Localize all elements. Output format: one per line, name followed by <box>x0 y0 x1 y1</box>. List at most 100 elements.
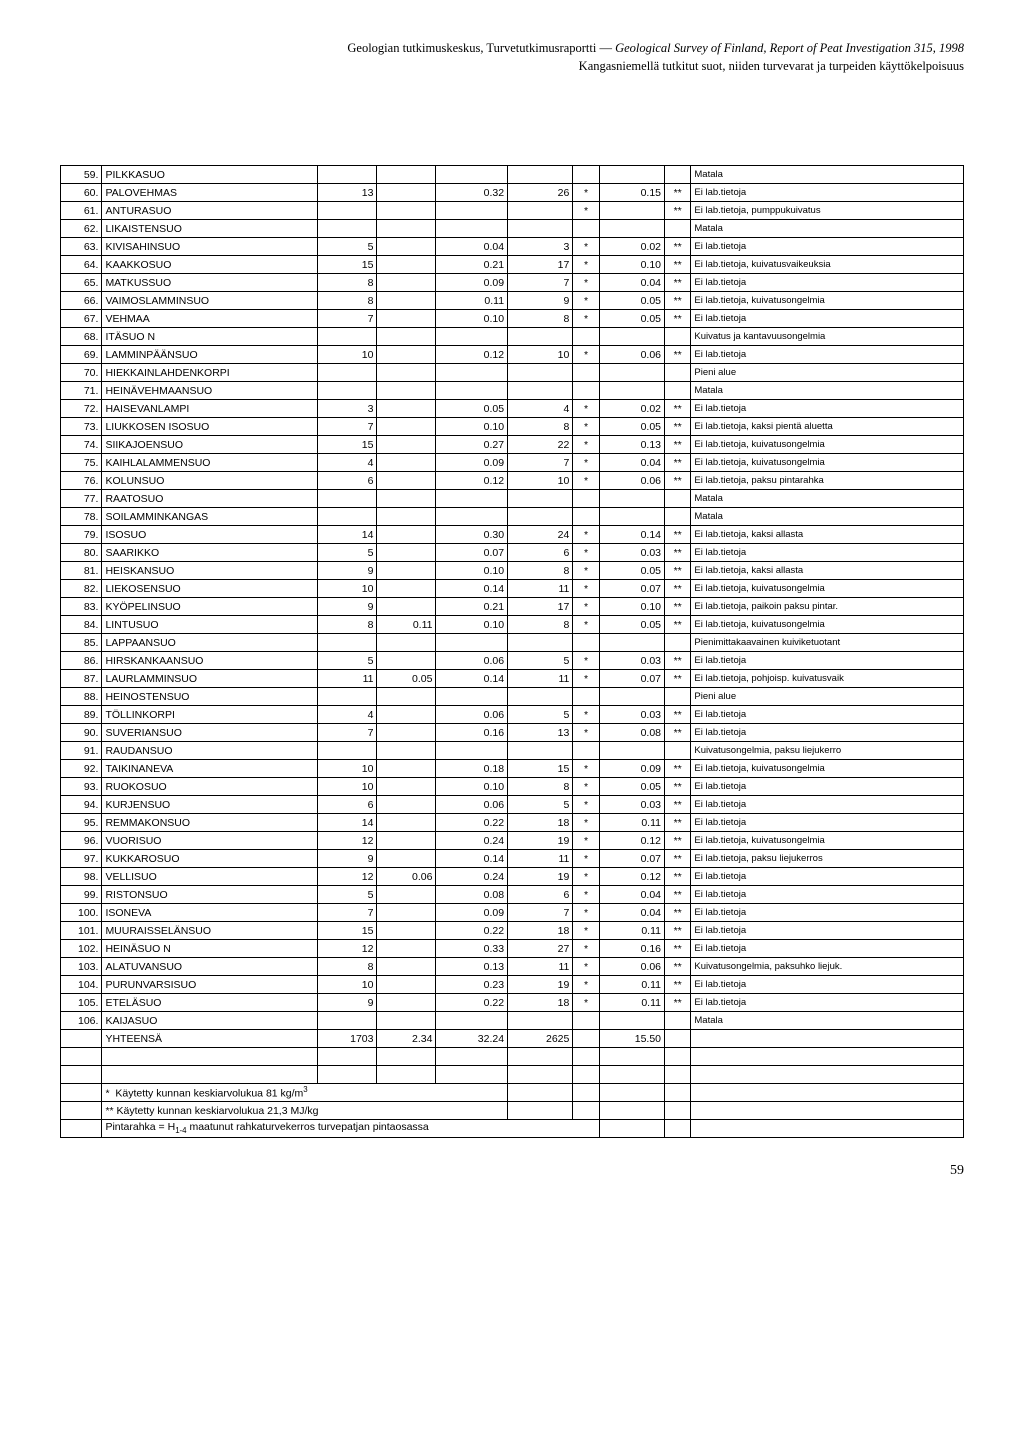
row-number: 86. <box>61 652 102 670</box>
row-star2 <box>665 382 691 400</box>
row-star2: ** <box>665 796 691 814</box>
row-v4: 11 <box>508 850 573 868</box>
row-v2 <box>377 490 436 508</box>
row-name: VEHMAA <box>102 310 318 328</box>
row-v5 <box>599 220 664 238</box>
table-row: 65.MATKUSSUO80.097*0.04**Ei lab.tietoja <box>61 274 964 292</box>
row-v1: 9 <box>318 598 377 616</box>
footnote-row-2: ** Käytetty kunnan keskiarvolukua 21,3 M… <box>61 1102 964 1120</box>
row-star1 <box>573 328 599 346</box>
table-row: 88.HEINOSTENSUOPieni alue <box>61 688 964 706</box>
row-v4: 7 <box>508 454 573 472</box>
row-v1: 7 <box>318 904 377 922</box>
row-v3: 0.09 <box>436 904 508 922</box>
row-v4: 27 <box>508 940 573 958</box>
row-v1: 10 <box>318 760 377 778</box>
row-v5: 0.07 <box>599 850 664 868</box>
table-row: 99.RISTONSUO50.086*0.04**Ei lab.tietoja <box>61 886 964 904</box>
footnote-row-3: Pintarahka = H1-4 maatunut rahkaturveker… <box>61 1120 964 1138</box>
fn-blank <box>665 1120 691 1138</box>
row-v5: 0.04 <box>599 886 664 904</box>
row-v4: 11 <box>508 958 573 976</box>
row-name: KUKKAROSUO <box>102 850 318 868</box>
row-number: 74. <box>61 436 102 454</box>
blank-cell <box>436 1048 508 1066</box>
table-row: 106.KAIJASUOMatala <box>61 1012 964 1030</box>
row-number: 78. <box>61 508 102 526</box>
row-v1 <box>318 382 377 400</box>
row-v4: 6 <box>508 544 573 562</box>
row-v4: 26 <box>508 184 573 202</box>
row-note: Pienimittakaavainen kuiviketuotant <box>691 634 964 652</box>
totals-row: YHTEENSÄ17032.3432.24262515.50 <box>61 1030 964 1048</box>
blank-cell <box>102 1048 318 1066</box>
row-star1 <box>573 508 599 526</box>
row-v3: 0.22 <box>436 994 508 1012</box>
row-star2: ** <box>665 832 691 850</box>
row-number: 87. <box>61 670 102 688</box>
row-note: Ei lab.tietoja, pohjoisp. kuivatusvaik <box>691 670 964 688</box>
row-v4: 22 <box>508 436 573 454</box>
row-note: Ei lab.tietoja <box>691 238 964 256</box>
row-name: LIUKKOSEN ISOSUO <box>102 418 318 436</box>
table-row: 96.VUORISUO120.2419*0.12**Ei lab.tietoja… <box>61 832 964 850</box>
row-v3: 0.06 <box>436 796 508 814</box>
row-v3: 0.07 <box>436 544 508 562</box>
table-row: 90.SUVERIANSUO70.1613*0.08**Ei lab.tieto… <box>61 724 964 742</box>
row-v1: 9 <box>318 850 377 868</box>
totals-v5: 15.50 <box>599 1030 664 1048</box>
row-note: Matala <box>691 166 964 184</box>
row-star1: * <box>573 778 599 796</box>
table-row: 82.LIEKOSENSUO100.1411*0.07**Ei lab.tiet… <box>61 580 964 598</box>
row-name: KIVISAHINSUO <box>102 238 318 256</box>
row-v1: 15 <box>318 436 377 454</box>
row-v5 <box>599 490 664 508</box>
table-row: 59.PILKKASUOMatala <box>61 166 964 184</box>
table-row: 75.KAIHLALAMMENSUO40.097*0.04**Ei lab.ti… <box>61 454 964 472</box>
row-v4 <box>508 364 573 382</box>
row-star2 <box>665 364 691 382</box>
row-v2: 0.06 <box>377 868 436 886</box>
blank-cell <box>691 1066 964 1084</box>
row-star1: * <box>573 670 599 688</box>
row-v2 <box>377 814 436 832</box>
row-v4: 7 <box>508 274 573 292</box>
row-name: LAMMINPÄÄNSUO <box>102 346 318 364</box>
row-v1 <box>318 220 377 238</box>
table-row: 67.VEHMAA70.108*0.05**Ei lab.tietoja <box>61 310 964 328</box>
row-v5: 0.02 <box>599 400 664 418</box>
row-star1: * <box>573 868 599 886</box>
fn-blank <box>508 1084 573 1102</box>
row-star1: * <box>573 994 599 1012</box>
row-name: REMMAKONSUO <box>102 814 318 832</box>
row-number: 84. <box>61 616 102 634</box>
row-note: Ei lab.tietoja <box>691 274 964 292</box>
row-v3 <box>436 490 508 508</box>
row-v3: 0.22 <box>436 922 508 940</box>
row-v3 <box>436 742 508 760</box>
row-star1: * <box>573 760 599 778</box>
table-row: 86.HIRSKANKAANSUO50.065*0.03**Ei lab.tie… <box>61 652 964 670</box>
row-v4: 8 <box>508 562 573 580</box>
row-v2 <box>377 184 436 202</box>
row-number: 96. <box>61 832 102 850</box>
row-star1 <box>573 364 599 382</box>
row-v3 <box>436 364 508 382</box>
row-note: Ei lab.tietoja <box>691 886 964 904</box>
row-name: PALOVEHMAS <box>102 184 318 202</box>
row-v5: 0.11 <box>599 994 664 1012</box>
row-star1: * <box>573 832 599 850</box>
row-v1 <box>318 508 377 526</box>
row-name: KAIHLALAMMENSUO <box>102 454 318 472</box>
blank-cell <box>377 1048 436 1066</box>
row-star1: * <box>573 652 599 670</box>
row-v3: 0.14 <box>436 670 508 688</box>
row-v2 <box>377 166 436 184</box>
row-star1: * <box>573 274 599 292</box>
row-star2: ** <box>665 652 691 670</box>
row-note: Ei lab.tietoja <box>691 400 964 418</box>
row-v5: 0.03 <box>599 652 664 670</box>
row-number: 64. <box>61 256 102 274</box>
row-v5: 0.03 <box>599 796 664 814</box>
row-v2 <box>377 418 436 436</box>
